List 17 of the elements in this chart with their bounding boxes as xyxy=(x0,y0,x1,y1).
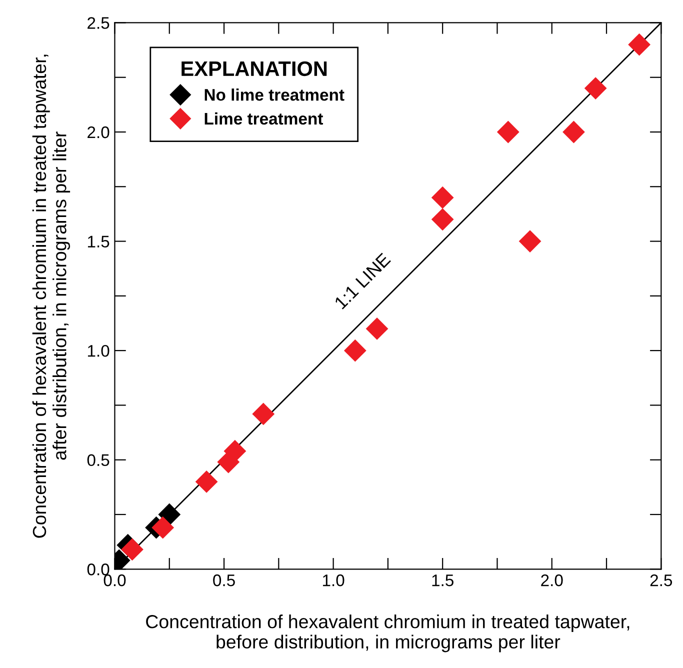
x-tick-label: 0.0 xyxy=(104,574,126,586)
x-tick-label: 1.0 xyxy=(322,574,344,586)
x-axis-title: Concentration of hexavalent chromium in treated tapwater, before distribution, in micrograms per liter xyxy=(146,614,630,652)
y-tick-label: 1.5 xyxy=(88,236,110,248)
legend-label: Lime treatment xyxy=(204,112,323,125)
y-tick-label: 1.0 xyxy=(88,344,110,357)
y-axis-title: Concentration of hexavalent chromium in treated tapwater, after distribution, in micrograms per liter xyxy=(32,54,70,538)
legend-title: EXPLANATION xyxy=(182,61,327,76)
x-tick-label: 2.0 xyxy=(541,574,563,586)
y-tick-label: 0.0 xyxy=(87,564,110,576)
x-tick-label: 2.5 xyxy=(650,574,672,586)
y-tick-label: 2.5 xyxy=(88,17,110,29)
legend-label: No lime treatment xyxy=(204,88,344,101)
x-tick-label: 0.5 xyxy=(213,574,235,586)
y-tick-label: 0.5 xyxy=(87,454,110,466)
y-tick-label: 2.0 xyxy=(88,126,110,138)
x-tick-label: 1.5 xyxy=(432,574,454,586)
